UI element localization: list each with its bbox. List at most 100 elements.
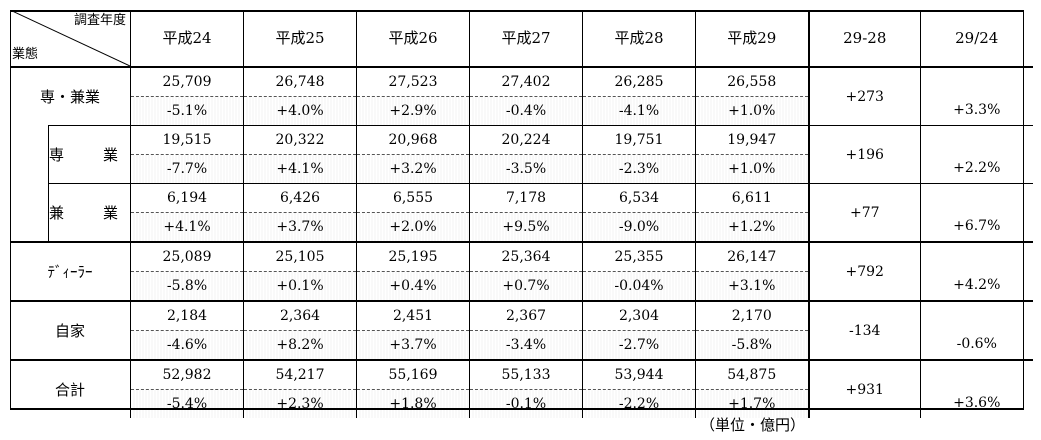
- table-row: 専・兼業 25,709 26,748 27,523 27,402 26,285 26,558…: [10, 66, 1033, 126]
- table-cell-value: 6,611: [695, 183, 809, 213]
- table-row: 合計 52,982 54,217 55,169 55,133 53,944 54,875 +9…: [10, 359, 1033, 418]
- table-cell-change: +1.0%: [695, 154, 809, 184]
- corner-diagonal: [10, 10, 130, 66]
- table-cell-change: -3.4%: [469, 330, 583, 360]
- unit-note: （単位・億円）: [700, 416, 806, 434]
- corner-year-label: 調査年度: [73, 13, 126, 28]
- table-cell-value: 54,217: [243, 359, 357, 390]
- header-year: 平成25: [243, 10, 357, 68]
- row-label: 自家: [10, 300, 131, 360]
- table-cell-change: -4.1%: [582, 96, 696, 126]
- table-cell-value: 2,304: [582, 300, 696, 331]
- table-row-change: +4.1% +3.7% +2.0% +9.5% -9.0% +1.2%: [10, 212, 1033, 242]
- row-indent: [10, 183, 49, 242]
- ratio-value: +2.2%: [920, 125, 1033, 184]
- table-cell-change: +1.0%: [695, 96, 809, 126]
- ratio-value: +4.2%: [920, 241, 1033, 301]
- table-cell-change: +2.3%: [243, 389, 357, 418]
- table-row: ﾃﾞｨｰﾗｰ 25,089 25,105 25,195 25,364 25,355 26,1…: [10, 241, 1033, 301]
- table-cell-value: 25,355: [582, 241, 696, 272]
- table-row: 兼 業 6,194 6,426 6,555 7,178 6,534 6,611 +77 +6.7…: [10, 183, 1033, 242]
- table-row-change: -5.8% +0.1% +0.4% +0.7% -0.04% +3.1%: [10, 271, 1033, 301]
- table-cell-change: -5.8%: [130, 271, 244, 301]
- table-cell-change: -2.3%: [582, 154, 696, 184]
- table-cell-change: +1.2%: [695, 212, 809, 242]
- table-cell-change: +3.1%: [695, 271, 809, 301]
- table-cell-value: 2,170: [695, 300, 809, 331]
- table-cell-change: -9.0%: [582, 212, 696, 242]
- table-cell-change: +9.5%: [469, 212, 583, 242]
- table-cell-change: +3.2%: [356, 154, 470, 184]
- table-cell-value: 26,558: [695, 66, 809, 97]
- table-row-change: -5.1% +4.0% +2.9% -0.4% -4.1% +1.0%: [10, 96, 1033, 126]
- table-cell-value: 25,709: [130, 66, 244, 97]
- table-cell-change: -2.7%: [582, 330, 696, 360]
- ratio-value: +3.6%: [920, 359, 1033, 418]
- diff-value: +273: [807, 66, 921, 126]
- header-diff: 29-28: [807, 10, 921, 68]
- header-ratio: 29/24: [920, 10, 1033, 68]
- row-label: ﾃﾞｨｰﾗｰ: [10, 241, 131, 301]
- row-label: 合計: [10, 359, 131, 418]
- header-year: 平成24: [130, 10, 244, 68]
- table-cell-change: -0.04%: [582, 271, 696, 301]
- table-cell-value: 6,534: [582, 183, 696, 213]
- table-cell-value: 19,751: [582, 125, 696, 155]
- ratio-value: -0.6%: [920, 300, 1033, 360]
- table-row: 自家 2,184 2,364 2,451 2,367 2,304 2,170 -134 -0.6…: [10, 300, 1033, 360]
- table-cell-value: 25,195: [356, 241, 470, 272]
- table-cell-value: 6,194: [130, 183, 244, 213]
- table-cell-change: +2.0%: [356, 212, 470, 242]
- row-label: 専 業: [48, 125, 131, 184]
- table-cell-change: -0.4%: [469, 96, 583, 126]
- table-cell-value: 52,982: [130, 359, 244, 390]
- table-cell-value: 26,285: [582, 66, 696, 97]
- ratio-value: +6.7%: [920, 183, 1033, 242]
- table-cell-value: 7,178: [469, 183, 583, 213]
- table-cell-value: 6,426: [243, 183, 357, 213]
- header-year: 平成26: [356, 10, 470, 68]
- header-row: 調査年度 業態 平成24 平成25 平成26 平成27 平成28 平成29 29…: [10, 10, 1033, 68]
- table-cell-value: 53,944: [582, 359, 696, 390]
- table-cell-change: +1.8%: [356, 389, 470, 418]
- table-cell-value: 6,555: [356, 183, 470, 213]
- header-year: 平成29: [695, 10, 809, 68]
- table-cell-value: 55,169: [356, 359, 470, 390]
- table-cell-value: 25,364: [469, 241, 583, 272]
- data-table: 調査年度 業態 平成24 平成25 平成26 平成27 平成28 平成29 29…: [10, 10, 1033, 418]
- row-label: 専・兼業: [10, 66, 131, 126]
- table-cell-change: +4.1%: [243, 154, 357, 184]
- table-cell-value: 55,133: [469, 359, 583, 390]
- table-cell-change: -5.4%: [130, 389, 244, 418]
- diff-value: +792: [807, 241, 921, 301]
- table-cell-change: -0.1%: [469, 389, 583, 418]
- table-cell-change: +3.7%: [243, 212, 357, 242]
- table-row: 専 業 19,515 20,322 20,968 20,224 19,751 19,947 +…: [10, 125, 1033, 184]
- header-year: 平成28: [582, 10, 696, 68]
- ratio-value: +3.3%: [920, 66, 1033, 126]
- table-cell-change: -3.5%: [469, 154, 583, 184]
- table-cell-value: 2,184: [130, 300, 244, 331]
- table-row-change: -7.7% +4.1% +3.2% -3.5% -2.3% +1.0%: [10, 154, 1033, 184]
- table-cell-change: -2.2%: [582, 389, 696, 418]
- diff-value: -134: [807, 300, 921, 360]
- table-cell-change: +4.1%: [130, 212, 244, 242]
- table-cell-change: -7.7%: [130, 154, 244, 184]
- table-cell-value: 2,367: [469, 300, 583, 331]
- table-cell-value: 20,968: [356, 125, 470, 155]
- table-cell-value: 25,105: [243, 241, 357, 272]
- table-cell-change: +0.7%: [469, 271, 583, 301]
- table-row-change: -4.6% +8.2% +3.7% -3.4% -2.7% -5.8%: [10, 330, 1033, 360]
- table-cell-change: -5.8%: [695, 330, 809, 360]
- table-cell-change: +4.0%: [243, 96, 357, 126]
- table-cell-change: +3.7%: [356, 330, 470, 360]
- diff-value: +196: [807, 125, 921, 184]
- diff-value: +77: [807, 183, 921, 242]
- corner-category-label: 業態: [12, 47, 39, 62]
- table-cell-change: +0.1%: [243, 271, 357, 301]
- table-cell-value: 27,523: [356, 66, 470, 97]
- table-cell-value: 19,515: [130, 125, 244, 155]
- table-cell-change: +8.2%: [243, 330, 357, 360]
- table-cell-change: +2.9%: [356, 96, 470, 126]
- row-indent: [10, 125, 49, 184]
